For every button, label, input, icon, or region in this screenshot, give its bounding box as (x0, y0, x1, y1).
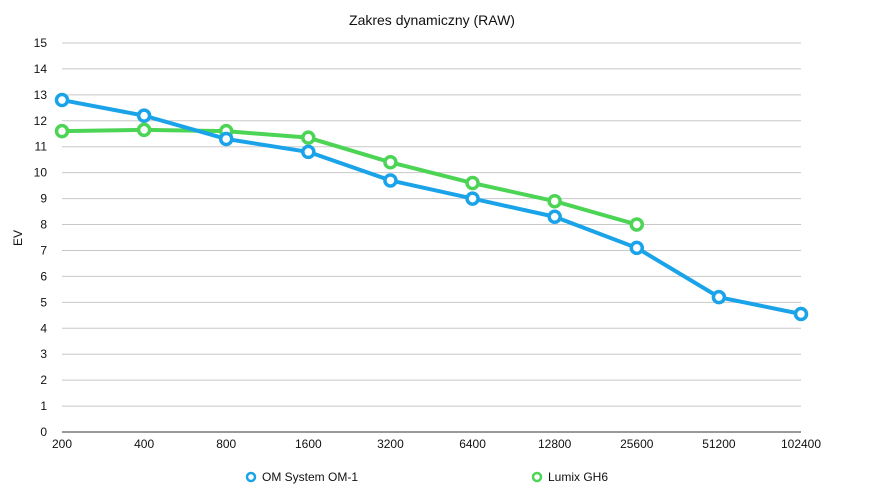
y-tick-label: 7 (40, 243, 47, 257)
y-tick-label: 11 (35, 140, 48, 154)
x-tick-labels: 200 400 800 1600 3200 6400 12800 25600 51200 1024… (52, 437, 821, 451)
x-tick-label: 25600 (620, 437, 654, 451)
data-point (301, 144, 316, 160)
data-point (465, 175, 480, 191)
data-point (465, 191, 480, 206)
data-point (54, 92, 70, 108)
data-point (218, 131, 234, 147)
y-tick-label: 13 (34, 88, 48, 102)
grid (62, 42, 801, 433)
y-tick-label: 8 (40, 218, 47, 232)
data-point (383, 155, 398, 170)
x-tick-label: 3200 (377, 437, 404, 451)
data-point (301, 130, 316, 145)
legend-label: Lumix GH6 (548, 470, 608, 484)
data-point (54, 123, 70, 139)
chart-title: Zakres dynamiczny (RAW) (349, 12, 515, 28)
y-tick-label: 14 (34, 62, 48, 76)
series (54, 92, 809, 322)
x-tick-label: 200 (52, 437, 72, 451)
y-tick-label: 5 (40, 295, 47, 309)
data-point (136, 122, 152, 138)
series-line (60, 127, 639, 227)
data-point (547, 209, 562, 225)
x-tick-label: 800 (216, 437, 236, 451)
legend: OM System OM-1 Lumix GH6 (245, 470, 608, 484)
y-tick-label: 2 (40, 373, 47, 387)
y-axis-label: EV (11, 230, 25, 246)
legend-marker (531, 471, 543, 483)
x-tick-label: 12800 (538, 437, 572, 451)
x-tick-label: 6400 (459, 437, 486, 451)
y-tick-label: 10 (34, 166, 48, 180)
data-point (547, 193, 562, 209)
data-point (629, 217, 645, 232)
y-tick-label: 6 (40, 269, 47, 283)
data-point (136, 108, 152, 123)
y-tick-label: 4 (40, 321, 47, 335)
y-tick-label: 3 (40, 347, 47, 361)
y-tick-label: 15 (34, 36, 48, 50)
x-tick-label: 102400 (781, 437, 821, 451)
y-tick-label: 0 (40, 425, 47, 439)
legend-label: OM System OM-1 (262, 470, 358, 484)
x-tick-label: 51200 (702, 437, 736, 451)
legend-marker (245, 471, 257, 483)
data-point (383, 173, 398, 188)
data-point (711, 289, 727, 305)
y-tick-label: 12 (34, 114, 48, 128)
y-tick-label: 1 (40, 399, 47, 413)
x-tick-label: 400 (134, 437, 154, 451)
x-tick-label: 1600 (295, 437, 322, 451)
data-point (793, 306, 809, 322)
data-point (629, 240, 645, 256)
y-tick-label: 9 (40, 192, 47, 206)
series-line (60, 98, 803, 317)
